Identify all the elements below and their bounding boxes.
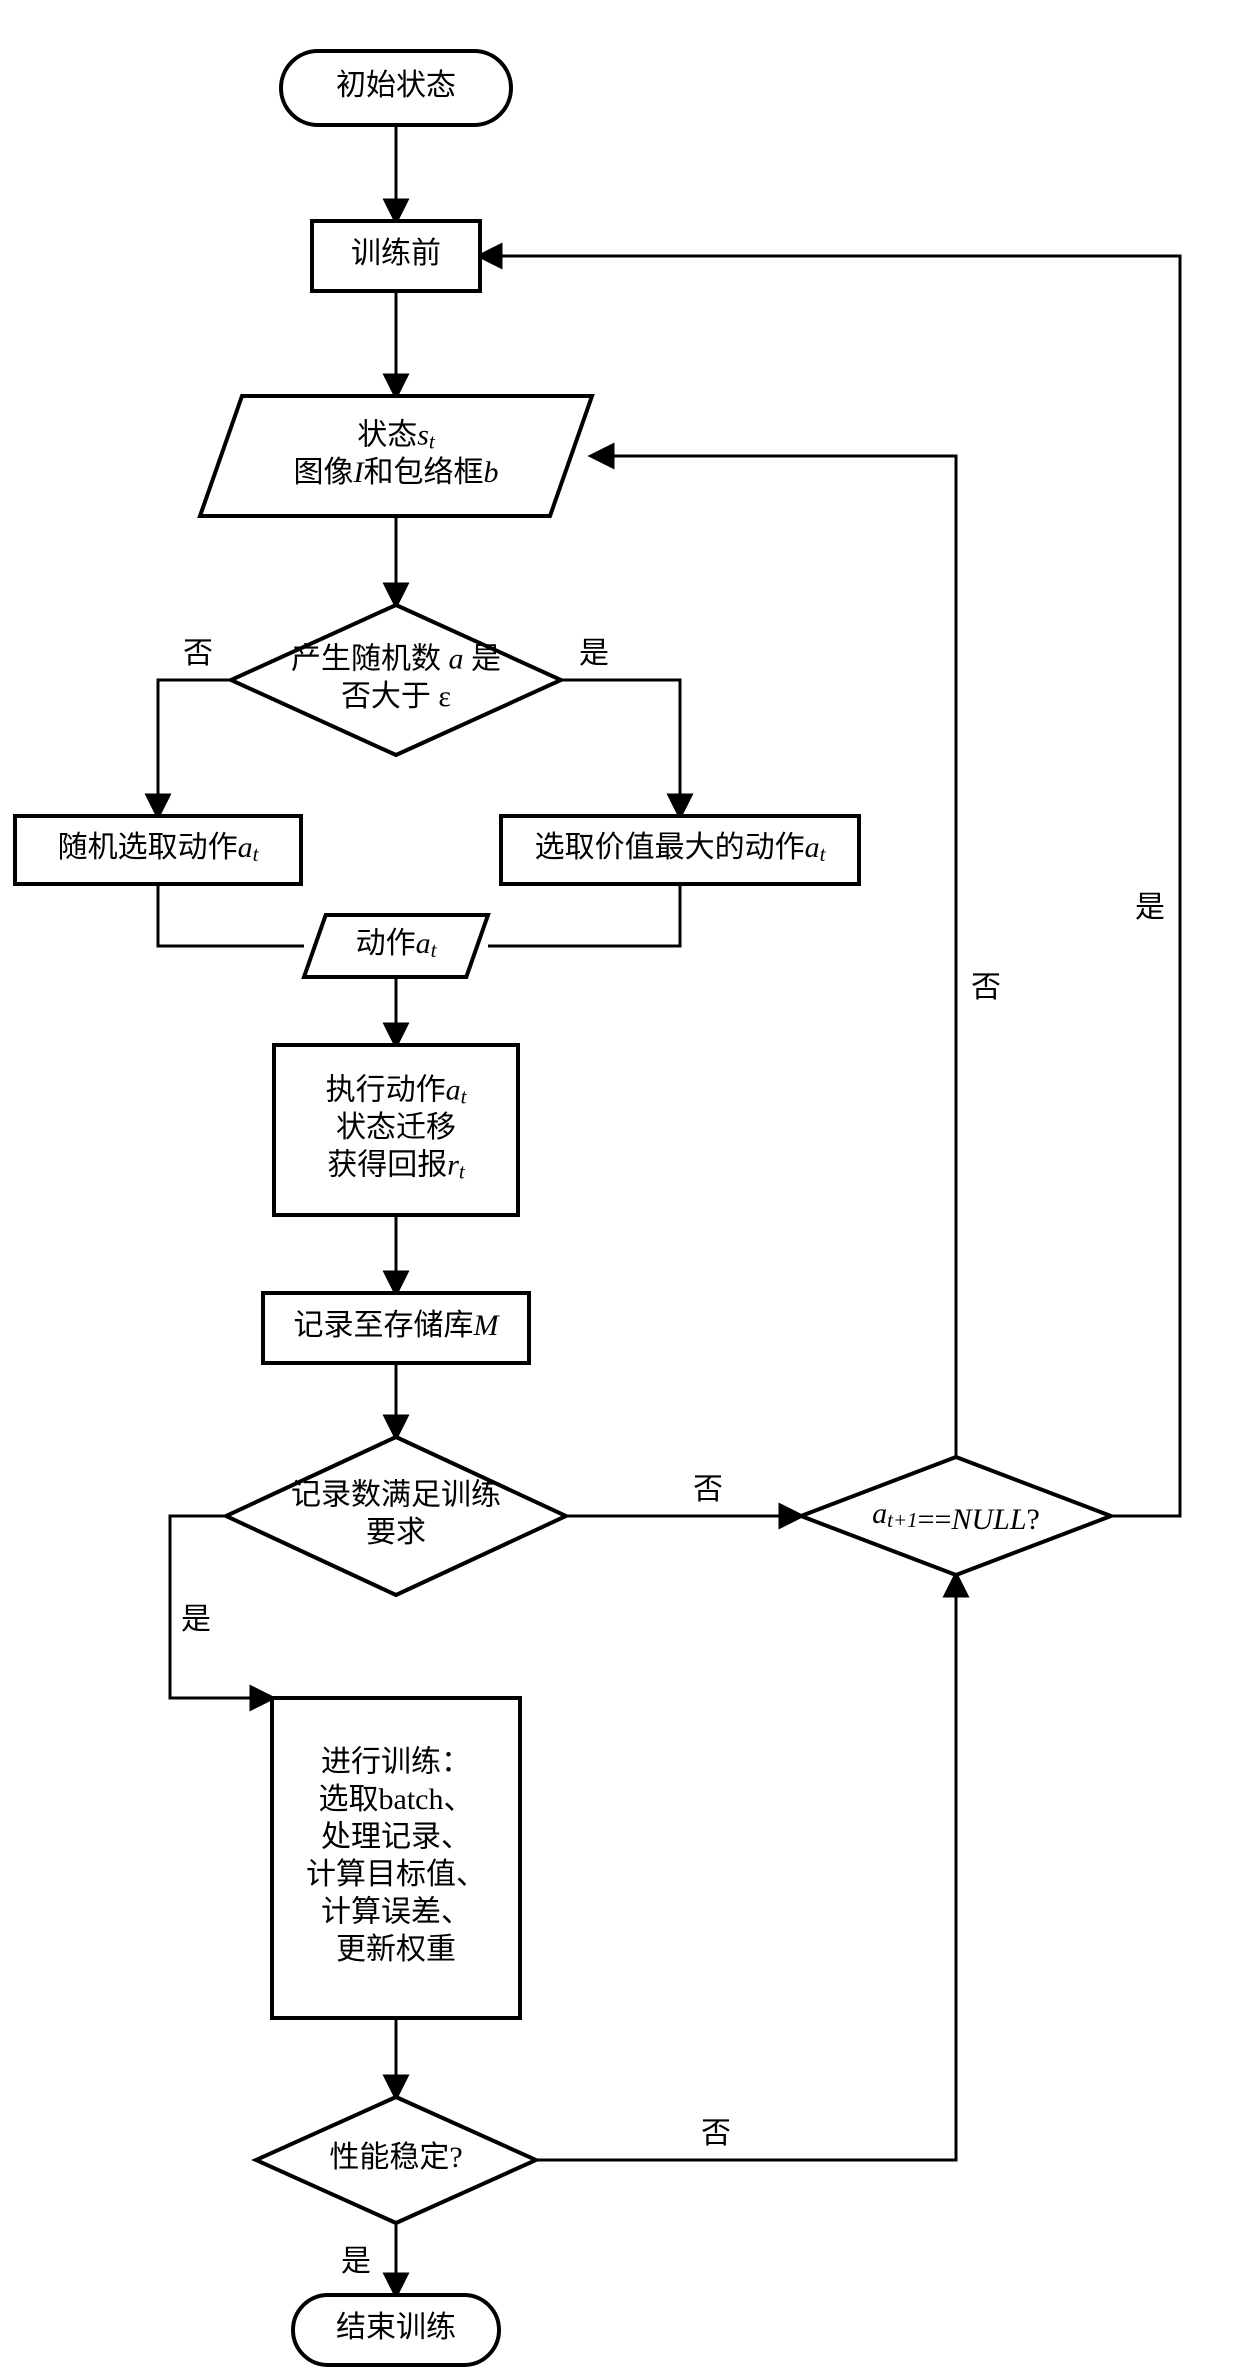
- node-record: 记录至存储库M: [263, 1293, 529, 1363]
- node-exec: 执行动作at状态迁移获得回报rt: [274, 1045, 518, 1215]
- svg-text:获得回报rt: 获得回报rt: [327, 1148, 466, 1183]
- svg-text:计算误差、: 计算误差、: [321, 1895, 471, 1928]
- svg-text:产生随机数 a 是: 产生随机数 a 是: [291, 642, 501, 675]
- edge-randdec-randact: [158, 680, 231, 816]
- edge-bestact-action: [488, 884, 680, 946]
- node-randact: 随机选取动作at: [15, 816, 301, 884]
- svg-text:执行动作at: 执行动作at: [326, 1073, 468, 1108]
- node-randdec: 产生随机数 a 是否大于 ε: [231, 605, 561, 755]
- edge-label-enough-nullchk: 否: [693, 1473, 723, 1506]
- edge-label-stable-end: 是: [341, 2245, 371, 2278]
- svg-text:训练前: 训练前: [351, 237, 441, 270]
- svg-text:进行训练：: 进行训练：: [321, 1745, 471, 1778]
- svg-text:否大于 ε: 否大于 ε: [341, 680, 451, 713]
- svg-text:要求: 要求: [366, 1516, 426, 1549]
- node-start: 初始状态: [281, 51, 511, 125]
- svg-text:初始状态: 初始状态: [336, 69, 456, 102]
- svg-text:结束训练: 结束训练: [336, 2311, 456, 2344]
- svg-text:更新权重: 更新权重: [336, 1933, 456, 1966]
- node-action: 动作at: [304, 915, 488, 977]
- svg-text:记录数满足训练: 记录数满足训练: [291, 1478, 501, 1511]
- edge-label-stable-nullchk: 否: [701, 2117, 731, 2150]
- svg-text:选取batch、: 选取batch、: [319, 1783, 474, 1816]
- node-bestact: 选取价值最大的动作at: [501, 816, 859, 884]
- svg-text:处理记录、: 处理记录、: [321, 1820, 471, 1853]
- svg-text:动作at: 动作at: [356, 927, 438, 962]
- node-stable: 性能稳定?: [256, 2097, 536, 2223]
- node-state: 状态st图像I和包络框b: [200, 396, 592, 516]
- svg-text:图像I和包络框b: 图像I和包络框b: [294, 456, 499, 489]
- node-train: 进行训练： 选取batch、处理记录、计算目标值、计算误差、更新权重: [272, 1698, 520, 2018]
- edge-label-nullchk-pretrain: 是: [1135, 891, 1165, 924]
- svg-text:记录至存储库M: 记录至存储库M: [294, 1309, 501, 1342]
- edge-stable-nullchk: [536, 1575, 956, 2160]
- svg-text:随机选取动作at: 随机选取动作at: [58, 831, 260, 866]
- svg-text:状态迁移: 状态迁移: [336, 1111, 456, 1144]
- node-end: 结束训练: [293, 2295, 499, 2365]
- node-pretrain: 训练前: [312, 221, 480, 291]
- node-enough: 记录数满足训练要求: [226, 1437, 566, 1595]
- edge-label-nullchk-state: 否: [971, 971, 1001, 1004]
- edge-label-randdec-randact: 否: [183, 637, 213, 670]
- node-nullchk: at+1==NULL?: [801, 1457, 1111, 1575]
- svg-text:状态st: 状态st: [357, 418, 436, 453]
- edge-nullchk-state: [592, 456, 956, 1457]
- svg-text:选取价值最大的动作at: 选取价值最大的动作at: [535, 831, 827, 866]
- svg-text:计算目标值、: 计算目标值、: [306, 1858, 486, 1891]
- edge-label-randdec-bestact: 是: [579, 637, 609, 670]
- edge-randdec-bestact: [561, 680, 680, 816]
- edge-randact-action: [158, 884, 304, 946]
- svg-text:性能稳定?: 性能稳定?: [329, 2141, 462, 2174]
- edge-label-enough-train: 是: [181, 1603, 211, 1636]
